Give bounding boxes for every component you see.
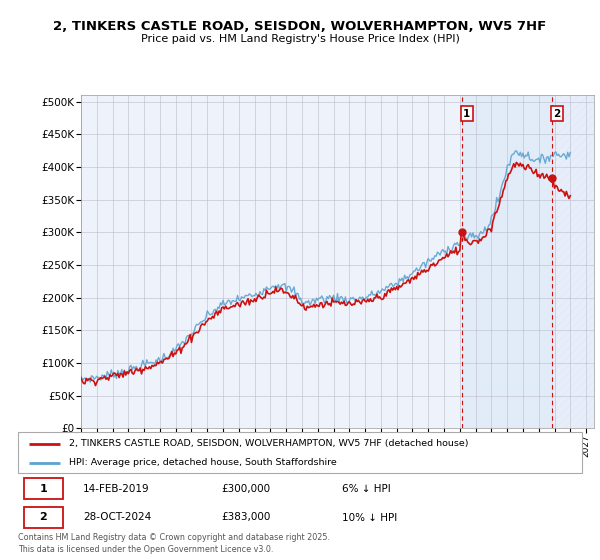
Text: 1: 1 — [463, 109, 470, 119]
Text: 28-OCT-2024: 28-OCT-2024 — [83, 512, 151, 522]
Text: 6% ↓ HPI: 6% ↓ HPI — [342, 484, 391, 494]
Text: 2: 2 — [553, 109, 560, 119]
Bar — [552, 95, 594, 428]
Bar — [23, 478, 63, 500]
Text: £300,000: £300,000 — [221, 484, 270, 494]
Text: 2, TINKERS CASTLE ROAD, SEISDON, WOLVERHAMPTON, WV5 7HF: 2, TINKERS CASTLE ROAD, SEISDON, WOLVERH… — [53, 20, 547, 32]
Text: £383,000: £383,000 — [221, 512, 271, 522]
Text: 14-FEB-2019: 14-FEB-2019 — [83, 484, 149, 494]
Text: Contains HM Land Registry data © Crown copyright and database right 2025.
This d: Contains HM Land Registry data © Crown c… — [18, 533, 330, 554]
Text: 2: 2 — [40, 512, 47, 522]
Text: HPI: Average price, detached house, South Staffordshire: HPI: Average price, detached house, Sout… — [69, 459, 337, 468]
Text: 10% ↓ HPI: 10% ↓ HPI — [342, 512, 398, 522]
Text: Price paid vs. HM Land Registry's House Price Index (HPI): Price paid vs. HM Land Registry's House … — [140, 34, 460, 44]
Bar — [23, 507, 63, 528]
Bar — [462, 95, 552, 428]
Text: 2, TINKERS CASTLE ROAD, SEISDON, WOLVERHAMPTON, WV5 7HF (detached house): 2, TINKERS CASTLE ROAD, SEISDON, WOLVERH… — [69, 439, 468, 448]
Text: 1: 1 — [40, 484, 47, 494]
